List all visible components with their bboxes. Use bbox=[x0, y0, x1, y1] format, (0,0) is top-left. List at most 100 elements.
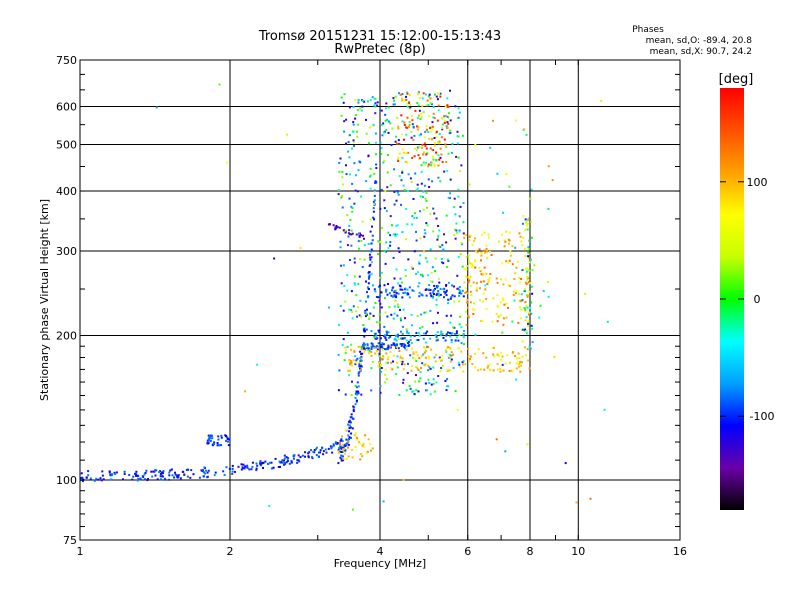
data-point bbox=[367, 348, 370, 351]
data-point bbox=[458, 111, 461, 114]
data-point bbox=[449, 347, 452, 350]
data-point bbox=[378, 355, 381, 358]
data-point bbox=[347, 434, 350, 437]
data-point bbox=[376, 348, 379, 351]
data-point bbox=[403, 99, 406, 102]
data-point bbox=[383, 131, 386, 134]
data-point bbox=[312, 450, 315, 453]
data-point bbox=[387, 331, 390, 334]
data-point bbox=[528, 313, 530, 316]
stats-line-x: mean, sd,X: 90.7, 24.2 bbox=[650, 47, 752, 57]
data-point bbox=[430, 103, 433, 106]
data-point bbox=[445, 161, 448, 163]
data-point bbox=[342, 264, 345, 267]
data-point bbox=[354, 189, 357, 192]
data-point bbox=[332, 443, 335, 446]
data-point bbox=[575, 501, 578, 504]
data-point bbox=[370, 248, 373, 251]
data-point bbox=[366, 344, 369, 347]
data-point bbox=[386, 315, 389, 318]
data-point bbox=[348, 374, 351, 377]
data-point bbox=[435, 285, 438, 287]
data-point bbox=[425, 349, 428, 352]
data-point bbox=[402, 368, 405, 371]
data-point bbox=[358, 160, 361, 163]
data-point bbox=[371, 360, 374, 363]
data-point bbox=[386, 118, 389, 121]
data-point bbox=[382, 348, 384, 351]
data-point bbox=[379, 284, 381, 287]
data-point bbox=[246, 466, 249, 469]
data-point bbox=[467, 347, 470, 350]
data-point bbox=[436, 331, 439, 334]
data-point bbox=[299, 456, 302, 459]
data-point bbox=[283, 459, 285, 462]
data-point bbox=[527, 325, 529, 328]
data-point bbox=[405, 126, 408, 129]
data-point bbox=[342, 309, 345, 312]
data-point bbox=[357, 99, 360, 102]
data-point bbox=[426, 274, 429, 277]
data-point bbox=[528, 345, 531, 348]
data-point bbox=[429, 367, 432, 370]
data-point bbox=[383, 325, 386, 328]
data-point bbox=[338, 447, 341, 449]
data-point bbox=[357, 392, 360, 395]
data-point bbox=[286, 458, 289, 461]
data-point bbox=[357, 374, 360, 377]
data-point bbox=[440, 367, 443, 369]
data-point bbox=[428, 368, 431, 371]
data-point bbox=[198, 476, 201, 479]
data-point bbox=[390, 294, 393, 297]
data-point bbox=[171, 474, 174, 477]
data-point bbox=[480, 259, 482, 262]
data-point bbox=[519, 306, 521, 309]
data-point bbox=[415, 216, 418, 219]
data-point bbox=[456, 409, 459, 411]
data-point bbox=[385, 361, 388, 364]
data-point bbox=[457, 116, 460, 119]
data-point bbox=[474, 260, 477, 263]
data-point bbox=[435, 159, 438, 162]
data-point bbox=[414, 357, 417, 360]
data-point bbox=[455, 332, 458, 335]
data-point bbox=[515, 289, 518, 292]
data-point bbox=[179, 477, 182, 480]
data-point bbox=[497, 315, 500, 318]
data-point bbox=[341, 195, 343, 197]
data-point bbox=[389, 215, 392, 218]
data-point bbox=[393, 190, 396, 193]
data-point bbox=[530, 285, 533, 288]
data-point bbox=[528, 311, 531, 314]
data-point bbox=[380, 343, 383, 346]
data-point bbox=[405, 345, 408, 348]
data-point bbox=[492, 297, 495, 300]
data-point bbox=[392, 360, 394, 363]
data-point bbox=[322, 453, 325, 456]
data-point bbox=[418, 97, 421, 99]
data-point bbox=[340, 196, 343, 199]
data-point bbox=[273, 257, 276, 260]
data-point bbox=[428, 366, 431, 369]
data-point bbox=[462, 360, 465, 363]
data-point bbox=[374, 132, 377, 135]
data-point bbox=[402, 292, 405, 294]
data-point bbox=[396, 314, 399, 317]
data-point bbox=[427, 355, 430, 358]
data-point bbox=[362, 324, 365, 327]
data-point bbox=[489, 146, 492, 149]
data-point bbox=[389, 345, 392, 348]
data-point bbox=[363, 100, 366, 103]
data-point bbox=[308, 451, 311, 454]
data-point bbox=[212, 443, 215, 446]
data-point bbox=[445, 125, 448, 128]
data-point bbox=[359, 458, 362, 461]
data-point bbox=[355, 361, 358, 364]
data-point bbox=[375, 153, 378, 156]
data-point bbox=[248, 468, 251, 471]
data-point bbox=[391, 127, 394, 130]
data-point bbox=[417, 146, 420, 149]
data-point bbox=[458, 334, 461, 337]
data-point bbox=[376, 350, 378, 352]
data-point bbox=[422, 153, 424, 156]
